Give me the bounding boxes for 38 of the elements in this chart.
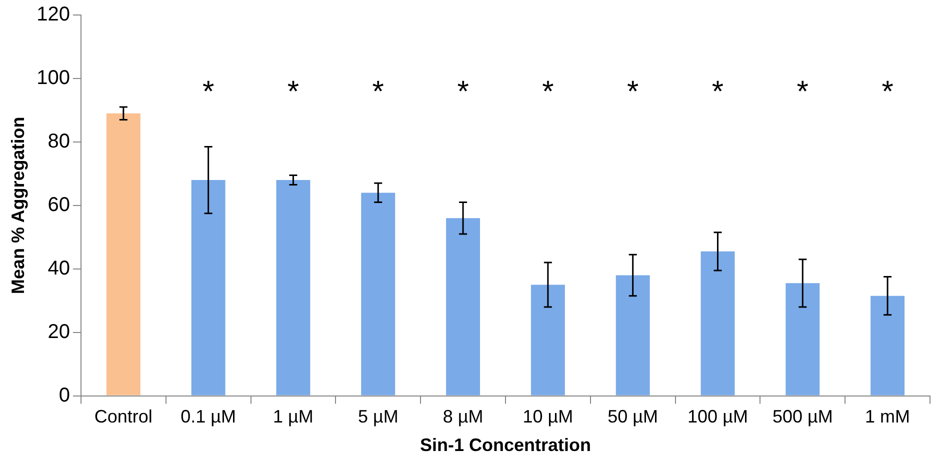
bar <box>446 218 480 396</box>
x-tick-label: 1 µM <box>273 406 314 427</box>
annotation: * <box>626 75 639 108</box>
bar <box>786 283 820 396</box>
y-tick-label: 60 <box>48 194 70 216</box>
x-tick-label: 1 mM <box>865 406 910 427</box>
bar <box>361 192 396 396</box>
y-tick-label: 40 <box>48 257 70 280</box>
annotation: * <box>457 75 470 108</box>
x-tick-label: 0.1 µM <box>180 406 236 427</box>
bar <box>870 296 905 396</box>
bar <box>106 113 140 396</box>
annotation: * <box>287 75 300 108</box>
x-tick-label: 50 µM <box>608 406 658 427</box>
y-axis-title: Mean % Aggregation <box>8 116 28 294</box>
y-tick-label: 120 <box>36 4 70 26</box>
bar <box>616 275 650 396</box>
bar <box>276 180 310 396</box>
x-tick-label: 8 µM <box>442 406 484 427</box>
x-tick-label: 100 µM <box>688 406 748 427</box>
x-tick-label: 500 µM <box>772 406 833 427</box>
annotation: * <box>882 75 894 108</box>
x-tick-label: 5 µM <box>358 406 398 427</box>
annotation: * <box>372 75 384 108</box>
y-tick-label: 100 <box>36 66 70 89</box>
y-tick-label: 20 <box>48 320 70 343</box>
bar <box>530 284 565 396</box>
annotation: * <box>796 75 809 108</box>
annotation: * <box>542 75 554 108</box>
bar <box>191 180 226 396</box>
annotation: * <box>202 75 214 108</box>
x-tick-label: Control <box>94 406 152 427</box>
bar <box>700 251 735 396</box>
annotation: * <box>712 75 724 108</box>
y-tick-label: 0 <box>58 384 70 406</box>
x-tick-label: 10 µM <box>522 406 574 427</box>
y-tick-label: 80 <box>48 130 70 152</box>
x-axis-title: Sin-1 Concentration <box>420 435 591 456</box>
